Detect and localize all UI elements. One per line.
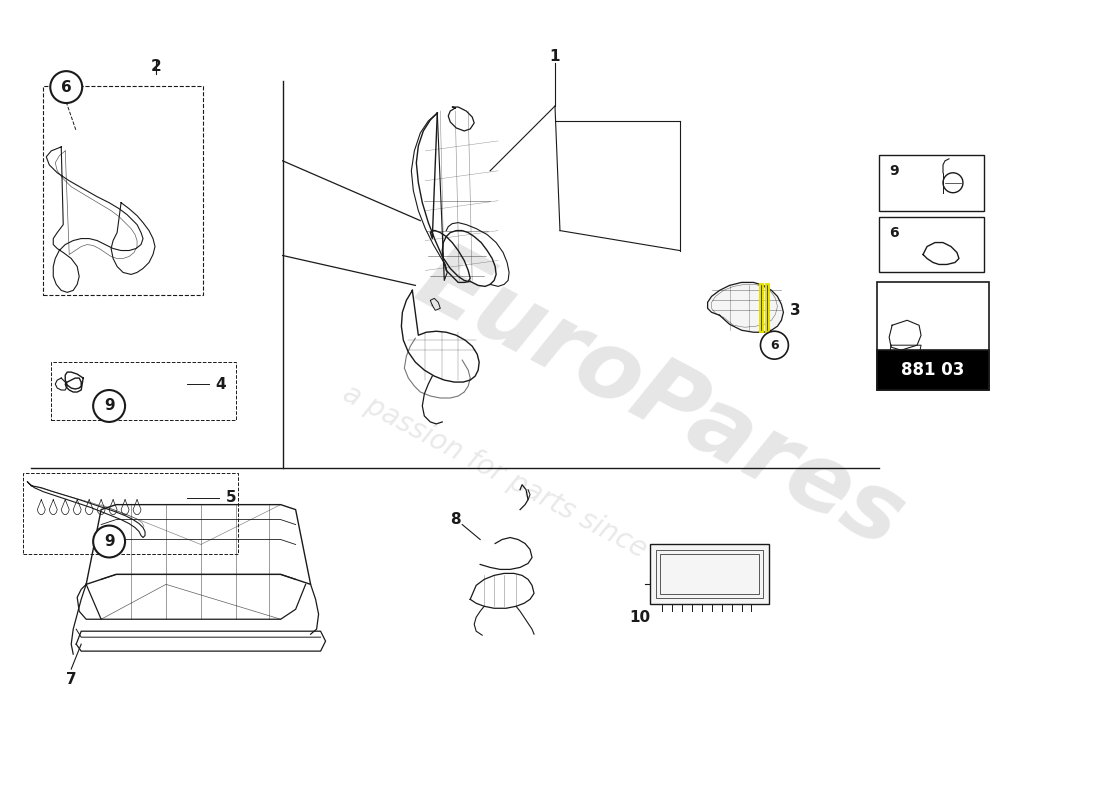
Text: 5: 5: [226, 490, 236, 505]
Polygon shape: [889, 320, 921, 350]
Text: 3: 3: [790, 303, 801, 318]
Text: 6: 6: [889, 226, 899, 239]
FancyBboxPatch shape: [879, 217, 983, 273]
Circle shape: [760, 331, 789, 359]
Text: EuroPares: EuroPares: [400, 234, 918, 566]
Text: 6: 6: [60, 79, 72, 94]
FancyBboxPatch shape: [879, 155, 983, 210]
Text: 6: 6: [770, 338, 779, 352]
Circle shape: [94, 526, 125, 558]
Polygon shape: [707, 282, 783, 332]
FancyBboxPatch shape: [877, 350, 989, 390]
Text: 9: 9: [103, 534, 114, 549]
FancyBboxPatch shape: [877, 282, 989, 390]
Text: 4: 4: [216, 377, 227, 391]
Circle shape: [94, 390, 125, 422]
Text: 7: 7: [66, 671, 77, 686]
Polygon shape: [889, 345, 921, 355]
Text: 9: 9: [889, 164, 899, 178]
FancyBboxPatch shape: [650, 545, 769, 604]
Text: 1: 1: [550, 49, 560, 64]
Text: 10: 10: [629, 610, 650, 625]
Text: a passion for parts since 1985: a passion for parts since 1985: [338, 379, 722, 601]
Text: 8: 8: [450, 512, 461, 527]
Circle shape: [51, 71, 82, 103]
Text: 2: 2: [151, 58, 162, 74]
Text: 881 03: 881 03: [901, 361, 965, 379]
Text: 9: 9: [103, 398, 114, 414]
